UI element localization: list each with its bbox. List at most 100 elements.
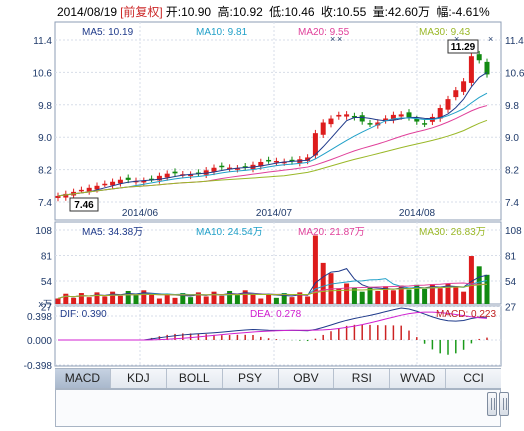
- price-tick-left: 11.4: [33, 36, 52, 47]
- quote-volume: 量:42.60万: [372, 5, 430, 19]
- adjust-mode[interactable]: [前复权]: [120, 5, 163, 19]
- candle-body: [242, 166, 248, 168]
- candle-body: [351, 115, 357, 118]
- volume-bar: [141, 290, 147, 304]
- volume-bar: [78, 293, 84, 304]
- quote-date: 2014/08/19: [57, 5, 118, 19]
- candle-body: [117, 179, 123, 184]
- dif-label: DIF: 0.390: [60, 309, 107, 320]
- volume-bar: [305, 296, 311, 304]
- candle-body: [305, 157, 311, 161]
- price-tick-left: 8.2: [38, 166, 52, 177]
- candle-body: [414, 118, 420, 122]
- volume-bar: [133, 295, 139, 304]
- volume-bar: [437, 288, 443, 304]
- candle-body: [281, 161, 287, 164]
- min-price-value: 7.46: [74, 200, 94, 211]
- event-marker: ×: [488, 34, 493, 44]
- volume-bar: [461, 291, 467, 304]
- candle-body: [422, 123, 428, 125]
- tab-obv[interactable]: OBV: [279, 369, 335, 388]
- candle-body: [375, 122, 381, 126]
- timeline-left-handle[interactable]: [487, 392, 497, 416]
- price-panel-frame: [54, 21, 502, 221]
- price-tick-right: 7.4: [505, 198, 519, 209]
- timeline-right-handle[interactable]: [499, 392, 509, 416]
- date-tick-label: 2014/08: [399, 208, 436, 219]
- volume-tick-right: 54: [505, 277, 517, 288]
- candle-body: [320, 122, 326, 135]
- candle-body: [468, 56, 474, 83]
- volume-bar: [468, 256, 474, 304]
- price-ma-label: MA5: 10.19: [82, 27, 134, 38]
- tab-wvad[interactable]: WVAD: [390, 369, 447, 388]
- price-tick-right: 10.6: [505, 68, 524, 79]
- volume-bar: [351, 287, 357, 304]
- candle-body: [484, 61, 490, 75]
- volume-bar: [453, 287, 459, 304]
- macd-label: MACD: 0.223: [436, 309, 496, 320]
- volume-tick-left: 54: [41, 277, 53, 288]
- price-tick-right: 11.4: [505, 36, 524, 47]
- volume-bar: [117, 295, 123, 304]
- volume-bar: [484, 274, 490, 304]
- macd-panel-frame: [54, 305, 502, 367]
- candle-body: [367, 123, 373, 125]
- volume-bar: [336, 288, 342, 304]
- candle-body: [156, 175, 162, 181]
- candle-body: [149, 178, 155, 181]
- quote-change: 幅:-4.61%: [436, 5, 490, 19]
- candle-body: [141, 180, 147, 183]
- volume-bar: [414, 284, 420, 304]
- candle-body: [164, 173, 170, 178]
- volume-bar: [266, 293, 272, 304]
- volume-bar: [211, 291, 217, 304]
- volume-bar: [429, 284, 435, 304]
- candle-body: [86, 187, 92, 192]
- volume-ma-label: MA5: 34.38万: [82, 227, 143, 238]
- tab-kdj[interactable]: KDJ: [111, 369, 167, 388]
- volume-bar: [234, 295, 240, 304]
- candle-body: [258, 161, 264, 167]
- tab-boll[interactable]: BOLL: [167, 369, 223, 388]
- tab-rsi[interactable]: RSI: [334, 369, 391, 388]
- candle-body: [328, 118, 334, 125]
- volume-bar: [312, 235, 318, 304]
- candle-body: [445, 99, 451, 110]
- volume-bar: [227, 290, 233, 304]
- event-marker: ×: [330, 34, 335, 44]
- min-price-callout: 7.46: [69, 197, 99, 212]
- quote-close: 收:10.55: [320, 5, 367, 19]
- candle-body: [359, 115, 365, 122]
- volume-bar: [110, 291, 116, 304]
- tab-cci[interactable]: CCI: [463, 371, 484, 385]
- event-marker: ×: [454, 34, 459, 44]
- candle-body: [188, 174, 194, 177]
- volume-bar: [149, 294, 155, 304]
- candle-body: [172, 171, 178, 174]
- volume-unit-label: x万: [38, 299, 52, 309]
- candle-body: [453, 90, 459, 98]
- candle-body: [227, 167, 233, 170]
- volume-tick-right: 27: [505, 303, 517, 314]
- price-tick-left: 10.6: [33, 68, 53, 79]
- dea-label: DEA: 0.278: [250, 309, 302, 320]
- timeline-navigator[interactable]: [55, 389, 501, 427]
- quote-open: 开:10.90: [165, 5, 212, 19]
- volume-bar: [242, 290, 248, 304]
- volume-bar: [367, 286, 373, 304]
- volume-bar: [94, 292, 100, 304]
- volume-ma-label: MA30: 26.83万: [419, 227, 486, 238]
- tab-psy[interactable]: PSY: [223, 369, 279, 388]
- macd-tick-label: 0.000: [27, 336, 52, 347]
- volume-bar: [281, 293, 287, 304]
- volume-bar: [422, 288, 428, 304]
- volume-bar: [164, 293, 170, 304]
- volume-bar: [273, 297, 279, 304]
- candle-body: [336, 114, 342, 117]
- volume-bar: [203, 296, 209, 304]
- tab-macd[interactable]: MACD: [55, 369, 111, 388]
- price-tick-left: 9.0: [38, 133, 52, 144]
- indicator-tabs: MACD KDJ BOLL PSY OBV RSI WVAD CCI: [55, 368, 501, 389]
